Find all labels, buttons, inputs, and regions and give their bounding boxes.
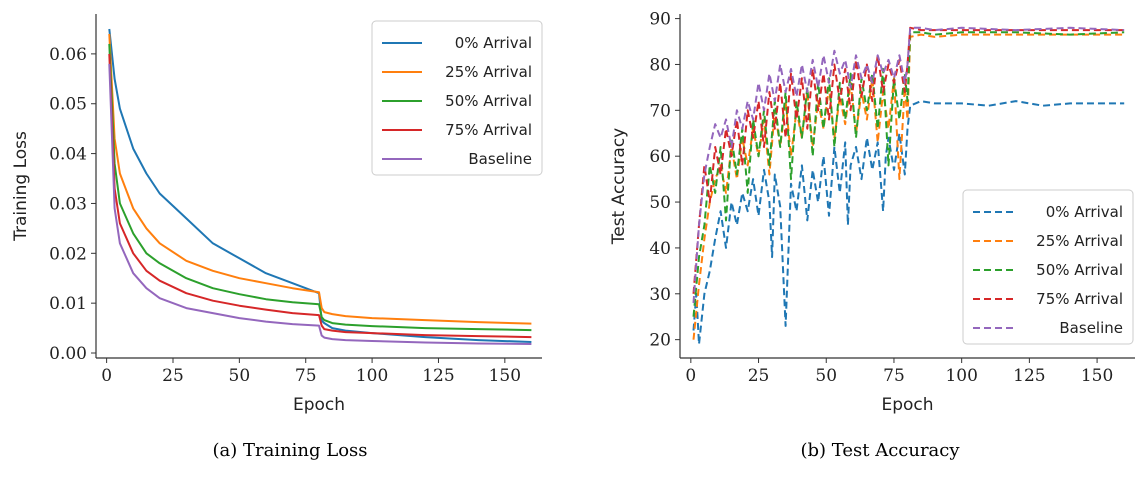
legend: 0% Arrival 25% Arrival 50% Arrival 75% Arri… (962, 189, 1134, 345)
y-tick-label: 70 (649, 101, 671, 121)
y-tick-label: 0.02 (49, 244, 87, 264)
legend-label-1: 25% Arrival (445, 63, 532, 81)
legend-label-2: 50% Arrival (1036, 261, 1123, 279)
test-accuracy-chart: 0 25 50 75 100 125 150 20 30 40 50 60 70 80 90 Epoch Tes… (609, 10, 1135, 415)
legend-box (962, 189, 1134, 345)
legend-label-3: 75% Arrival (1036, 290, 1123, 308)
y-tick-label: 0.03 (49, 194, 87, 214)
x-tick-label: 100 (945, 366, 977, 386)
training-loss-chart: 0 25 50 75 100 125 150 0.00 0.01 0.02 0.03 0.04 0.05… (11, 14, 543, 415)
legend-box (371, 20, 543, 176)
legend: 0% Arrival 25% Arrival 50% Arrival 75% Arri… (371, 20, 543, 176)
y-tick-label: 0.05 (49, 95, 87, 115)
x-axis-label: Epoch (293, 395, 345, 415)
y-axis-label: Test Accuracy (609, 128, 629, 246)
x-tick-label: 150 (1081, 366, 1113, 386)
x-tick-label: 25 (748, 366, 770, 386)
y-tick-label: 50 (649, 193, 671, 213)
x-tick-label: 50 (229, 366, 251, 386)
x-tick-label: 25 (162, 366, 184, 386)
y-tick-label: 0.06 (49, 45, 87, 65)
panel-training-loss: 0 25 50 75 100 125 150 0.00 0.01 0.02 0.03 0.04 0.05… (0, 0, 560, 479)
panel-test-accuracy: 0 25 50 75 100 125 150 20 30 40 50 60 70 80 90 Epoch Tes… (580, 0, 1143, 479)
y-tick-label: 90 (649, 10, 671, 30)
x-tick-label: 0 (685, 366, 696, 386)
series-line-2 (108, 43, 532, 332)
x-tick-label: 125 (422, 366, 454, 386)
y-tick-label: 80 (649, 55, 671, 75)
legend-label-2: 50% Arrival (445, 92, 532, 110)
legend-label-0: 0% Arrival (1046, 203, 1123, 221)
y-tick-label: 0.01 (49, 294, 87, 314)
series-line-3 (692, 26, 1125, 294)
y-tick-label: 60 (649, 147, 671, 167)
caption-training-loss: (a) Training Loss (212, 440, 368, 461)
y-axis-label: Training Loss (11, 131, 31, 242)
series-line-0 (692, 100, 1125, 346)
x-tick-label: 150 (489, 366, 521, 386)
series-line-4 (108, 63, 532, 345)
y-tick-label: 0.00 (49, 344, 87, 364)
x-axis-label: Epoch (881, 395, 933, 415)
y-tick-label: 40 (649, 239, 671, 259)
y-tick-label: 30 (649, 285, 671, 305)
x-tick-label: 100 (356, 366, 388, 386)
legend-label-4: Baseline (468, 150, 532, 168)
series-line-1 (108, 33, 532, 325)
legend-label-3: 75% Arrival (445, 121, 532, 139)
x-tick-label: 0 (101, 366, 112, 386)
x-tick-label: 50 (815, 366, 837, 386)
legend-label-0: 0% Arrival (455, 34, 532, 52)
series-line-4 (692, 26, 1125, 304)
x-tick-label: 75 (883, 366, 905, 386)
x-tick-label: 125 (1013, 366, 1045, 386)
y-tick-label: 20 (649, 331, 671, 351)
caption-test-accuracy: (b) Test Accuracy (800, 440, 960, 461)
legend-label-1: 25% Arrival (1036, 232, 1123, 250)
legend-label-4: Baseline (1059, 319, 1123, 337)
y-tick-label: 0.04 (49, 145, 87, 165)
series-line-3 (108, 53, 532, 339)
x-tick-label: 75 (295, 366, 317, 386)
